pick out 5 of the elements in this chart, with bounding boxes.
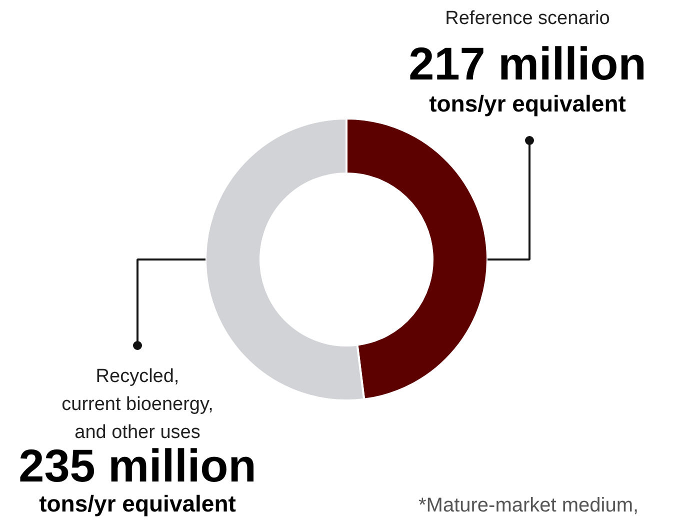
text: *Mature-market medium,	[418, 494, 639, 516]
data-label: 217 million	[408, 38, 646, 90]
text: tons/yr equivalent	[39, 490, 236, 516]
text: tons/yr equivalent	[429, 90, 626, 116]
slice-label: Reference scenario	[445, 8, 610, 29]
